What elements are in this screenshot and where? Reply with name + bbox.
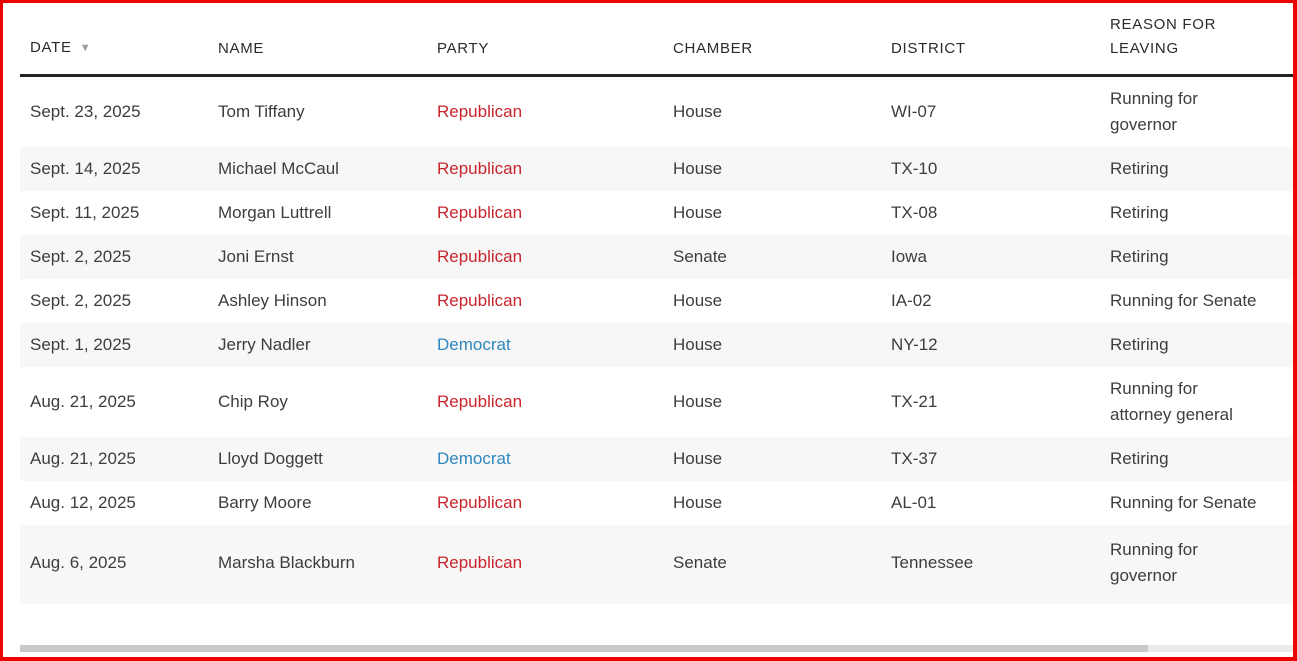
column-header-district: District [881, 3, 1100, 77]
cell-reason: Running for Senate [1110, 493, 1257, 512]
cell-chamber: House [673, 159, 723, 178]
table-row: Aug. 6, 2025 Marsha Blackburn Republican… [20, 525, 1293, 604]
sort-descending-icon[interactable]: ▼ [79, 42, 92, 54]
table-row: Aug. 21, 2025 Chip Roy Republican House … [20, 367, 1293, 437]
cell-party: Republican [437, 493, 523, 512]
column-header-date-label: Date [30, 39, 72, 56]
table-row: Sept. 1, 2025 Jerry Nadler Democrat Hous… [20, 323, 1293, 367]
cell-reason: Running for governor [1110, 89, 1198, 134]
column-header-name-label: Name [218, 40, 265, 57]
table-body: Sept. 23, 2025 Tom Tiffany Republican Ho… [20, 76, 1293, 604]
cell-chamber: House [673, 493, 723, 512]
cell-date: Sept. 11, 2025 [30, 203, 140, 222]
congress-departures-table: Date ▼ Name Party Chamber District Reason… [20, 3, 1293, 604]
column-header-district-label: District [891, 40, 966, 57]
cell-district: TX-10 [891, 159, 938, 178]
cell-district: AL-01 [891, 493, 937, 512]
cell-date: Sept. 2, 2025 [30, 291, 132, 310]
column-header-name: Name [208, 3, 427, 77]
cell-name: Morgan Luttrell [218, 203, 332, 222]
cell-party: Republican [437, 553, 523, 572]
cell-reason: Retiring [1110, 159, 1169, 178]
cell-reason: Retiring [1110, 449, 1169, 468]
cell-reason: Retiring [1110, 247, 1169, 266]
cell-party: Republican [437, 159, 523, 178]
cell-district: TX-21 [891, 392, 938, 411]
cell-reason: Running for attorney general [1110, 379, 1233, 424]
header-row: Date ▼ Name Party Chamber District Reason… [20, 3, 1293, 77]
cell-party: Republican [437, 392, 523, 411]
cell-name: Lloyd Doggett [218, 449, 323, 468]
table-row: Sept. 23, 2025 Tom Tiffany Republican Ho… [20, 76, 1293, 148]
cell-district: NY-12 [891, 335, 938, 354]
cell-date: Aug. 21, 2025 [30, 449, 136, 468]
table-row: Sept. 11, 2025 Morgan Luttrell Republica… [20, 191, 1293, 235]
column-header-chamber: Chamber [663, 3, 881, 77]
cell-party: Republican [437, 291, 523, 310]
table-row: Sept. 2, 2025 Ashley Hinson Republican H… [20, 279, 1293, 323]
cell-chamber: House [673, 449, 723, 468]
cell-name: Michael McCaul [218, 159, 339, 178]
cell-party: Republican [437, 102, 523, 121]
column-header-reason: Reason for leaving [1100, 3, 1293, 77]
cell-name: Tom Tiffany [218, 102, 305, 121]
cell-district: IA-02 [891, 291, 932, 310]
cell-name: Joni Ernst [218, 247, 294, 266]
cell-name: Marsha Blackburn [218, 553, 356, 572]
cell-reason: Retiring [1110, 203, 1169, 222]
cell-chamber: House [673, 392, 723, 411]
table-row: Sept. 14, 2025 Michael McCaul Republican… [20, 147, 1293, 191]
table-header: Date ▼ Name Party Chamber District Reason… [20, 3, 1293, 77]
horizontal-scrollbar-thumb[interactable] [20, 645, 1148, 652]
cell-party: Republican [437, 247, 523, 266]
column-header-chamber-label: Chamber [673, 40, 753, 57]
cell-chamber: House [673, 291, 723, 310]
cell-reason: Running for governor [1110, 540, 1198, 585]
column-header-party-label: Party [437, 40, 490, 57]
cell-reason: Running for Senate [1110, 291, 1257, 310]
cell-district: WI-07 [891, 102, 937, 121]
column-header-date[interactable]: Date ▼ [20, 3, 208, 77]
cell-reason: Retiring [1110, 335, 1169, 354]
table-row: Aug. 12, 2025 Barry Moore Republican Hou… [20, 481, 1293, 525]
table-row: Sept. 2, 2025 Joni Ernst Republican Sena… [20, 235, 1293, 279]
cell-chamber: House [673, 203, 723, 222]
cell-chamber: Senate [673, 553, 727, 572]
cell-name: Chip Roy [218, 392, 288, 411]
cell-date: Aug. 12, 2025 [30, 493, 136, 512]
cell-date: Sept. 14, 2025 [30, 159, 141, 178]
column-header-reason-label: Reason for leaving [1110, 16, 1217, 57]
cell-date: Sept. 2, 2025 [30, 247, 132, 266]
cell-chamber: House [673, 102, 723, 121]
cell-date: Sept. 1, 2025 [30, 335, 132, 354]
cell-name: Barry Moore [218, 493, 312, 512]
column-header-party: Party [427, 3, 663, 77]
cell-party: Democrat [437, 335, 511, 354]
table-row: Aug. 21, 2025 Lloyd Doggett Democrat Hou… [20, 437, 1293, 481]
cell-chamber: Senate [673, 247, 727, 266]
cell-party: Democrat [437, 449, 511, 468]
cell-date: Aug. 21, 2025 [30, 392, 136, 411]
cell-name: Ashley Hinson [218, 291, 327, 310]
cell-chamber: House [673, 335, 723, 354]
cell-name: Jerry Nadler [218, 335, 311, 354]
cell-party: Republican [437, 203, 523, 222]
cell-district: Tennessee [891, 553, 974, 572]
cell-date: Sept. 23, 2025 [30, 102, 141, 121]
cell-district: TX-08 [891, 203, 938, 222]
cell-date: Aug. 6, 2025 [30, 553, 127, 572]
cell-district: Iowa [891, 247, 927, 266]
horizontal-scrollbar-track[interactable] [20, 645, 1293, 652]
cell-district: TX-37 [891, 449, 938, 468]
